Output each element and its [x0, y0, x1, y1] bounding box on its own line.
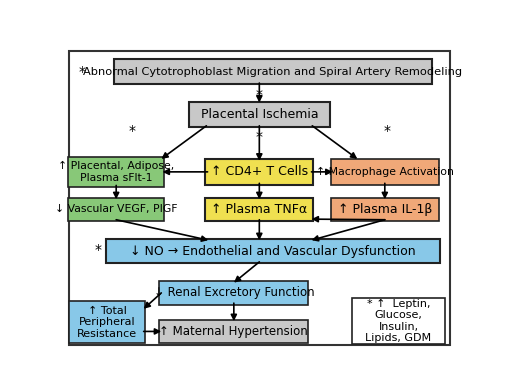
Text: ↑ Macrophage Activation: ↑ Macrophage Activation	[315, 167, 453, 177]
Text: *: *	[95, 243, 102, 257]
Text: * ↑  Leptin,
Glucose,
Insulin,
Lipids, GDM: * ↑ Leptin, Glucose, Insulin, Lipids, GD…	[365, 298, 431, 343]
FancyBboxPatch shape	[68, 198, 164, 221]
Text: Abnormal Cytotrophoblast Migration and Spiral Artery Remodeling: Abnormal Cytotrophoblast Migration and S…	[83, 66, 462, 77]
Text: *: *	[256, 88, 262, 102]
Text: *: *	[78, 65, 85, 79]
FancyBboxPatch shape	[68, 157, 164, 187]
FancyBboxPatch shape	[352, 298, 444, 344]
FancyBboxPatch shape	[330, 159, 438, 185]
FancyBboxPatch shape	[188, 102, 329, 127]
FancyBboxPatch shape	[205, 198, 313, 221]
Text: ↑ CD4+ T Cells: ↑ CD4+ T Cells	[211, 165, 307, 178]
Text: ↑ Plasma TNFα: ↑ Plasma TNFα	[211, 203, 307, 216]
Text: Placental Ischemia: Placental Ischemia	[200, 108, 318, 121]
FancyBboxPatch shape	[106, 239, 439, 264]
Text: *: *	[128, 124, 135, 138]
Text: *: *	[256, 130, 262, 144]
FancyBboxPatch shape	[205, 159, 313, 185]
FancyBboxPatch shape	[159, 320, 308, 343]
Text: ↑ Maternal Hypertension: ↑ Maternal Hypertension	[159, 325, 308, 338]
Text: ↑ Placental, Adipose,
Plasma sFlt-1: ↑ Placental, Adipose, Plasma sFlt-1	[58, 161, 174, 183]
FancyBboxPatch shape	[114, 59, 431, 84]
Text: ↓ NO → Endothelial and Vascular Dysfunction: ↓ NO → Endothelial and Vascular Dysfunct…	[130, 244, 415, 258]
Text: ↓ Renal Excretory Function: ↓ Renal Excretory Function	[153, 286, 314, 300]
FancyBboxPatch shape	[69, 301, 145, 343]
FancyBboxPatch shape	[330, 198, 438, 221]
Text: ↑ Plasma IL-1β: ↑ Plasma IL-1β	[337, 203, 431, 216]
Text: ↑ Total
Peripheral
Resistance: ↑ Total Peripheral Resistance	[77, 306, 137, 339]
FancyBboxPatch shape	[159, 281, 308, 305]
Text: *: *	[382, 124, 389, 138]
FancyBboxPatch shape	[69, 52, 448, 345]
Text: ↓ Vascular VEGF, PIGF: ↓ Vascular VEGF, PIGF	[55, 204, 177, 215]
